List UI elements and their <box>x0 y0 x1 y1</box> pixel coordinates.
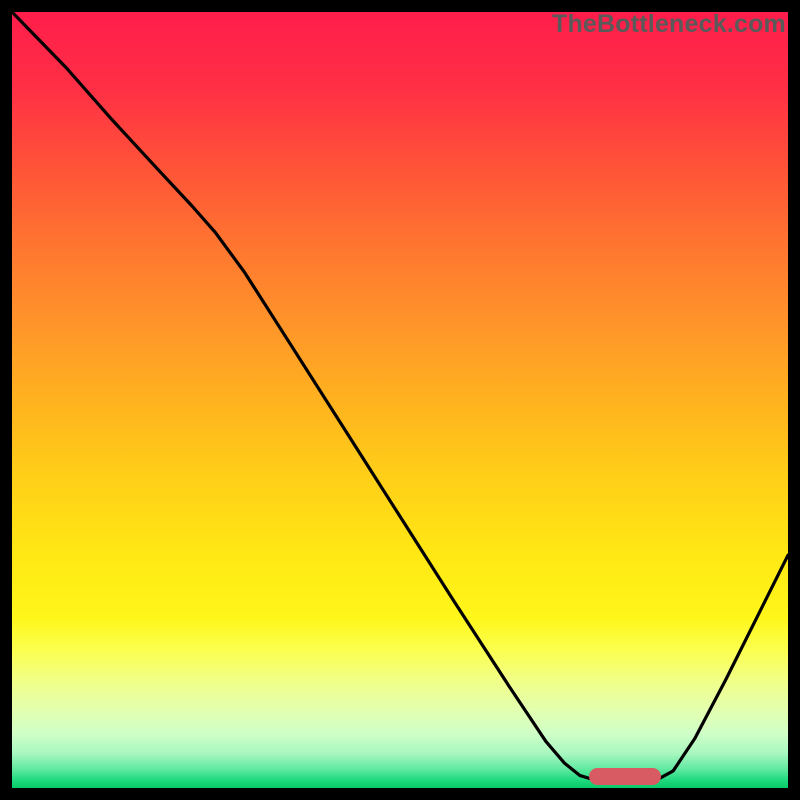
watermark-text: TheBottleneck.com <box>552 10 786 39</box>
axes-frame <box>0 0 12 800</box>
bottleneck-curve <box>12 12 788 780</box>
curve-layer <box>12 12 788 788</box>
plot-area: TheBottleneck.com <box>12 12 788 788</box>
optimal-marker <box>589 768 660 785</box>
axes-frame-bottom <box>0 788 800 800</box>
bottleneck-chart: TheBottleneck.com <box>0 0 800 800</box>
